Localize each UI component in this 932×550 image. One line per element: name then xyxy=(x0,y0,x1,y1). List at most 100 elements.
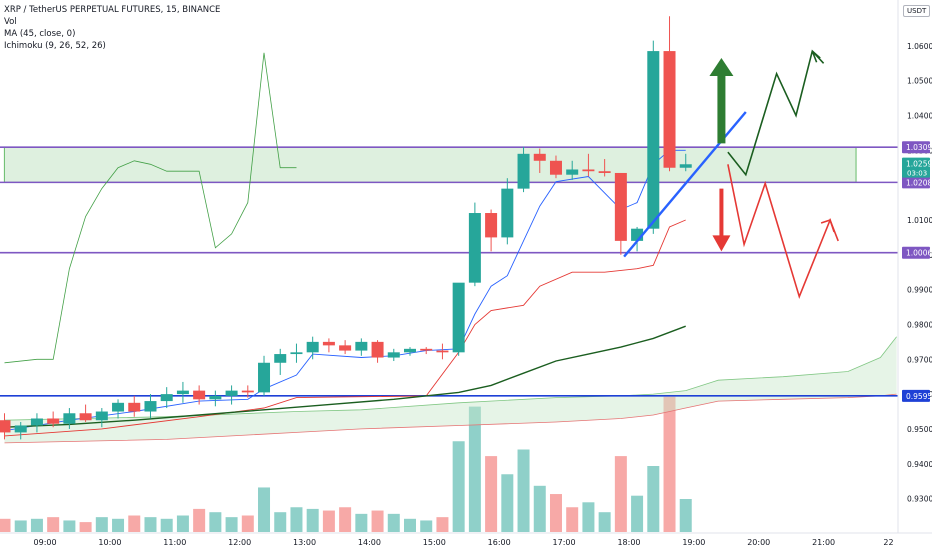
candle-body xyxy=(144,401,157,412)
volume-bar xyxy=(306,508,319,532)
candle-body xyxy=(339,345,352,351)
candle-body xyxy=(371,341,384,358)
bearish-arrowhead xyxy=(820,218,835,233)
time-tick-label: 16:00 xyxy=(488,538,511,547)
candle-body xyxy=(79,413,92,421)
candle-body xyxy=(14,425,27,433)
price-tick-label: 0.9700 xyxy=(907,355,932,364)
ichimoku-indicator-label[interactable]: Ichimoku (9, 26, 52, 26) xyxy=(4,41,106,51)
current-price-tag xyxy=(902,157,930,178)
candle-body xyxy=(128,402,141,412)
time-tick-label: 22 xyxy=(883,538,893,547)
volume-bar xyxy=(614,456,627,532)
candle-body xyxy=(176,390,189,395)
volume-bar xyxy=(209,512,222,532)
candles xyxy=(0,16,692,440)
time-tick-label: 11:00 xyxy=(163,538,186,547)
volume-bar xyxy=(144,517,157,532)
time-tick-label: 14:00 xyxy=(358,538,381,547)
candle-body xyxy=(387,352,400,358)
price-tick-label: 1.0400 xyxy=(907,112,932,121)
candle-body xyxy=(0,420,11,433)
candle-body xyxy=(160,394,173,402)
candle-body xyxy=(404,348,416,353)
volume-bar xyxy=(0,518,11,532)
price-axis-background xyxy=(898,0,932,550)
time-tick-label: 18:00 xyxy=(617,538,640,547)
candle-body xyxy=(468,213,481,283)
volume-bar xyxy=(387,513,400,532)
candle-body xyxy=(598,171,611,173)
price-tick-label: 0.9400 xyxy=(907,460,932,469)
ichimoku-cloud xyxy=(4,336,897,443)
candle-body xyxy=(452,282,465,353)
volume-bar xyxy=(30,518,43,532)
candle-body xyxy=(517,153,530,189)
ascending-trendline xyxy=(623,111,747,258)
price-tick-label: 0.9800 xyxy=(907,320,932,329)
volume-indicator-label[interactable]: Vol xyxy=(4,17,17,27)
chart-legend: XRP / TetherUS PERPETUAL FUTURES, 15, BI… xyxy=(4,4,220,52)
candle-body xyxy=(258,362,271,393)
volume-bar xyxy=(501,474,514,532)
volume-bar xyxy=(663,396,676,532)
volume-bar xyxy=(225,517,238,532)
volume-bar xyxy=(420,520,433,532)
volume-bar xyxy=(339,507,352,532)
bearish-arrow xyxy=(712,188,731,252)
candle-body xyxy=(355,341,368,351)
price-tick-label: 1.0600 xyxy=(907,42,932,51)
candle-body xyxy=(663,51,676,168)
price-level-tag-label: 1.0309 xyxy=(906,143,932,152)
time-tick-label: 12:00 xyxy=(228,538,251,547)
candle-body xyxy=(582,169,595,172)
volume-bar xyxy=(160,518,173,532)
volume-bar xyxy=(176,515,189,532)
price-tick-label: 0.9300 xyxy=(907,495,932,504)
candle-body xyxy=(290,352,303,355)
time-tick-label: 13:00 xyxy=(293,538,316,547)
current-price-label: 1.0259 xyxy=(906,160,932,169)
volume-bar xyxy=(549,494,562,532)
ma-indicator-label[interactable]: MA (45, close, 0) xyxy=(4,29,76,39)
time-tick-label: 17:00 xyxy=(553,538,576,547)
candle-body xyxy=(47,418,60,424)
price-level-tag-label: 1.0208 xyxy=(906,178,932,187)
candle-body xyxy=(225,390,238,396)
volume-bar xyxy=(258,487,271,532)
cloud-span-b xyxy=(4,393,897,444)
candle-body xyxy=(30,418,43,426)
volume-bar xyxy=(598,512,611,532)
price-tick-label: 1.0100 xyxy=(907,216,932,225)
candle-body xyxy=(533,153,546,161)
volume-bar xyxy=(517,449,530,532)
candle-body xyxy=(485,213,498,238)
candle-body xyxy=(647,51,660,229)
candle-body xyxy=(63,413,76,424)
price-level-tag xyxy=(902,389,930,402)
candle-body xyxy=(193,390,206,400)
currency-label[interactable]: USDT xyxy=(903,5,931,17)
candle-body xyxy=(306,341,319,353)
price-level-tag xyxy=(902,176,930,189)
volume-bar xyxy=(647,466,660,532)
time-tick-label: 19:00 xyxy=(682,538,705,547)
time-tick-label: 15:00 xyxy=(423,538,446,547)
time-tick-label: 09:00 xyxy=(34,538,57,547)
candle-body xyxy=(679,164,692,168)
volume-bar xyxy=(274,512,287,532)
volume-bar xyxy=(485,456,498,532)
volume-bar xyxy=(128,515,141,532)
lagging-span-line xyxy=(4,52,297,364)
candle-body xyxy=(420,348,433,351)
symbol-title[interactable]: XRP / TetherUS PERPETUAL FUTURES, 15, BI… xyxy=(4,5,221,15)
volume-bar xyxy=(241,515,254,532)
cloud-span-a xyxy=(4,336,897,421)
volume-bar xyxy=(63,520,76,532)
volume-bar xyxy=(533,485,546,532)
time-tick-label: 10:00 xyxy=(98,538,121,547)
time-axis-background xyxy=(0,533,932,550)
volume-bar xyxy=(631,495,644,532)
volume-bar xyxy=(290,507,303,532)
